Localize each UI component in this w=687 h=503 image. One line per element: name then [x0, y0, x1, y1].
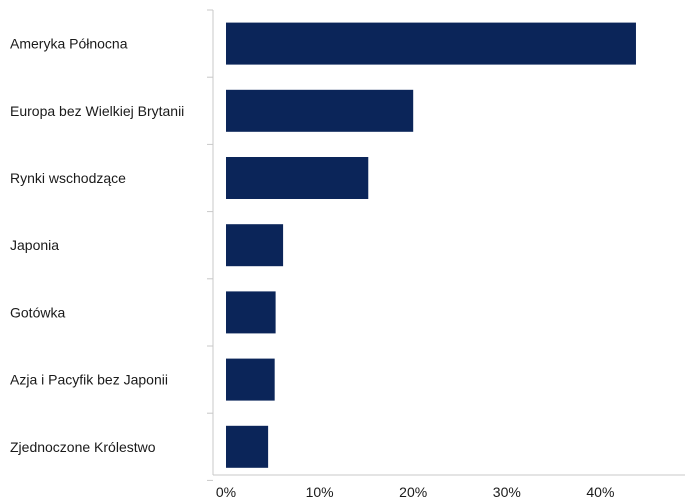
bar [226, 22, 636, 65]
category-label: Rynki wschodzące [10, 170, 126, 186]
category-label: Ameryka Północna [10, 36, 128, 52]
bar [226, 425, 269, 468]
bar [226, 291, 276, 334]
x-tick-label: 30% [493, 484, 521, 500]
bar [226, 157, 369, 199]
category-label: Azja i Pacyfik bez Japonii [10, 372, 168, 388]
x-tick-label: 40% [586, 484, 614, 500]
x-tick-label: 10% [306, 484, 334, 500]
x-tick-label: 0% [216, 484, 236, 500]
category-label: Europa bez Wielkiej Brytanii [10, 103, 184, 119]
bar [226, 224, 284, 267]
category-label: Japonia [10, 237, 59, 253]
bar [226, 89, 414, 132]
category-label: Zjednoczone Królestwo [10, 439, 156, 455]
x-tick-label: 20% [399, 484, 427, 500]
category-label: Gotówka [10, 304, 65, 320]
bar [226, 358, 275, 401]
